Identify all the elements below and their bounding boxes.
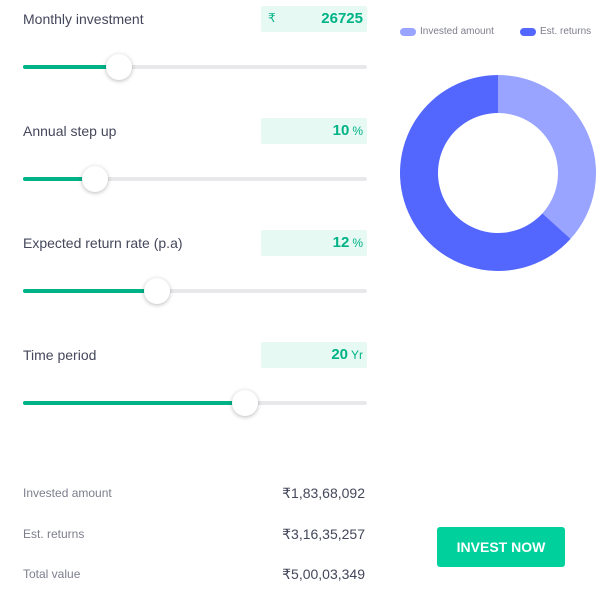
time-period-value[interactable]: 20 Yr xyxy=(331,346,363,363)
monthly-investment-slider[interactable] xyxy=(23,54,367,80)
est-returns-value: ₹3,16,35,257 xyxy=(282,526,365,542)
invested-swatch xyxy=(400,27,416,36)
rupee-symbol: ₹ xyxy=(268,11,276,25)
invested-amount-arc xyxy=(498,75,596,239)
time-period-slider[interactable] xyxy=(23,390,367,416)
legend-returns-label: Est. returns xyxy=(540,26,592,37)
slider-thumb[interactable] xyxy=(231,390,258,416)
invested-amount-label: Invested amount xyxy=(23,486,112,500)
value-text: 12 xyxy=(332,234,350,251)
time-period-label: Time period xyxy=(23,347,97,363)
est-returns-arc xyxy=(399,75,571,271)
slider-fill xyxy=(23,401,245,405)
slider-fill xyxy=(23,177,96,181)
value-text: 10 xyxy=(332,122,350,139)
percent-unit: % xyxy=(352,236,363,250)
monthly-investment-value[interactable]: 26725 xyxy=(321,10,363,27)
annual-step-up-field[interactable]: 10% xyxy=(261,118,367,144)
expected-return-rate-slider[interactable] xyxy=(23,278,367,304)
legend-invested: Invested amount xyxy=(400,26,494,37)
slider-fill xyxy=(23,65,120,69)
invest-now-button[interactable]: INVEST NOW xyxy=(437,527,565,567)
expected-return-rate-label: Expected return rate (p.a) xyxy=(23,235,183,251)
slider-fill xyxy=(23,289,158,293)
slider-thumb[interactable] xyxy=(106,54,133,80)
est-returns-label: Est. returns xyxy=(23,527,85,541)
percent-unit: % xyxy=(352,124,363,138)
returns-swatch xyxy=(520,27,536,36)
annual-step-up-value[interactable]: 10% xyxy=(333,122,363,139)
expected-return-rate-field[interactable]: 12% xyxy=(261,230,367,256)
year-unit: Yr xyxy=(351,348,363,362)
total-value-label: Total value xyxy=(23,567,81,581)
donut-chart xyxy=(399,75,596,271)
value-text: 20 xyxy=(331,346,348,363)
legend-invested-label: Invested amount xyxy=(420,26,494,37)
slider-thumb[interactable] xyxy=(82,166,109,192)
monthly-investment-field[interactable]: ₹ 26725 xyxy=(261,6,367,32)
monthly-investment-label: Monthly investment xyxy=(23,11,144,27)
expected-return-rate-value[interactable]: 12% xyxy=(333,234,363,251)
invested-amount-value: ₹1,83,68,092 xyxy=(282,485,365,501)
annual-step-up-label: Annual step up xyxy=(23,123,117,139)
legend-returns: Est. returns xyxy=(520,26,591,37)
time-period-field[interactable]: 20 Yr xyxy=(261,342,367,368)
slider-thumb[interactable] xyxy=(144,278,171,304)
total-value-value: ₹5,00,03,349 xyxy=(282,566,365,582)
annual-step-up-slider[interactable] xyxy=(23,166,367,192)
